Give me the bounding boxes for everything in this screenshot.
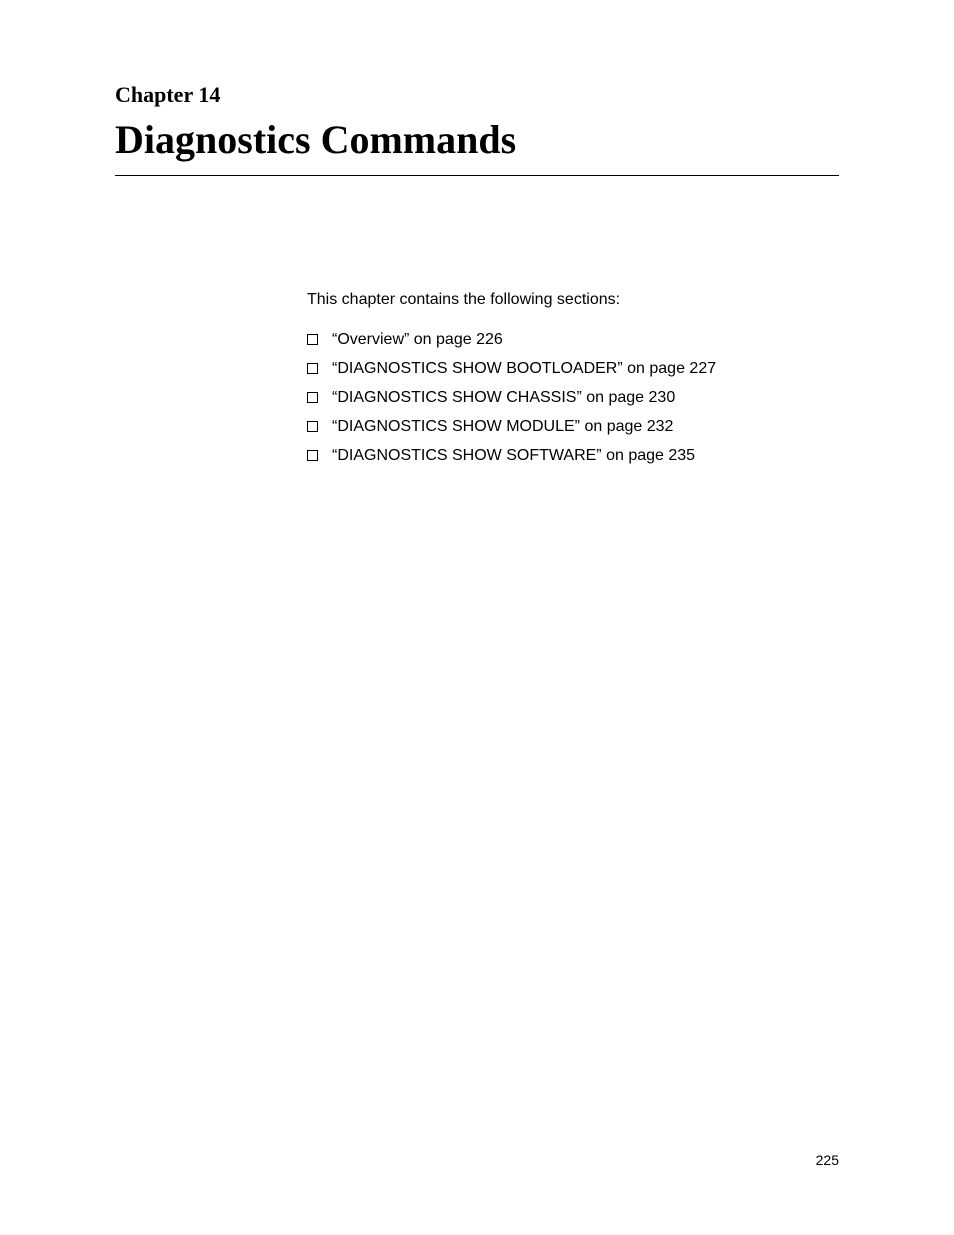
intro-text: This chapter contains the following sect… <box>307 291 839 309</box>
section-list: “Overview” on page 226 “DIAGNOSTICS SHOW… <box>307 331 839 465</box>
section-link-text: “Overview” on page 226 <box>332 331 503 349</box>
chapter-title: Diagnostics Commands <box>115 116 839 163</box>
checkbox-bullet-icon <box>307 421 318 432</box>
page-content: Chapter 14 Diagnostics Commands This cha… <box>0 0 954 465</box>
page-number: 225 <box>816 1152 839 1168</box>
section-link-text: “DIAGNOSTICS SHOW BOOTLOADER” on page 22… <box>332 360 716 378</box>
list-item: “DIAGNOSTICS SHOW BOOTLOADER” on page 22… <box>307 360 839 378</box>
title-rule <box>115 175 839 176</box>
list-item: “DIAGNOSTICS SHOW SOFTWARE” on page 235 <box>307 447 839 465</box>
checkbox-bullet-icon <box>307 334 318 345</box>
section-link-text: “DIAGNOSTICS SHOW SOFTWARE” on page 235 <box>332 447 695 465</box>
section-link-text: “DIAGNOSTICS SHOW MODULE” on page 232 <box>332 418 673 436</box>
checkbox-bullet-icon <box>307 450 318 461</box>
checkbox-bullet-icon <box>307 392 318 403</box>
chapter-label: Chapter 14 <box>115 82 839 108</box>
checkbox-bullet-icon <box>307 363 318 374</box>
list-item: “Overview” on page 226 <box>307 331 839 349</box>
list-item: “DIAGNOSTICS SHOW MODULE” on page 232 <box>307 418 839 436</box>
section-link-text: “DIAGNOSTICS SHOW CHASSIS” on page 230 <box>332 389 675 407</box>
list-item: “DIAGNOSTICS SHOW CHASSIS” on page 230 <box>307 389 839 407</box>
